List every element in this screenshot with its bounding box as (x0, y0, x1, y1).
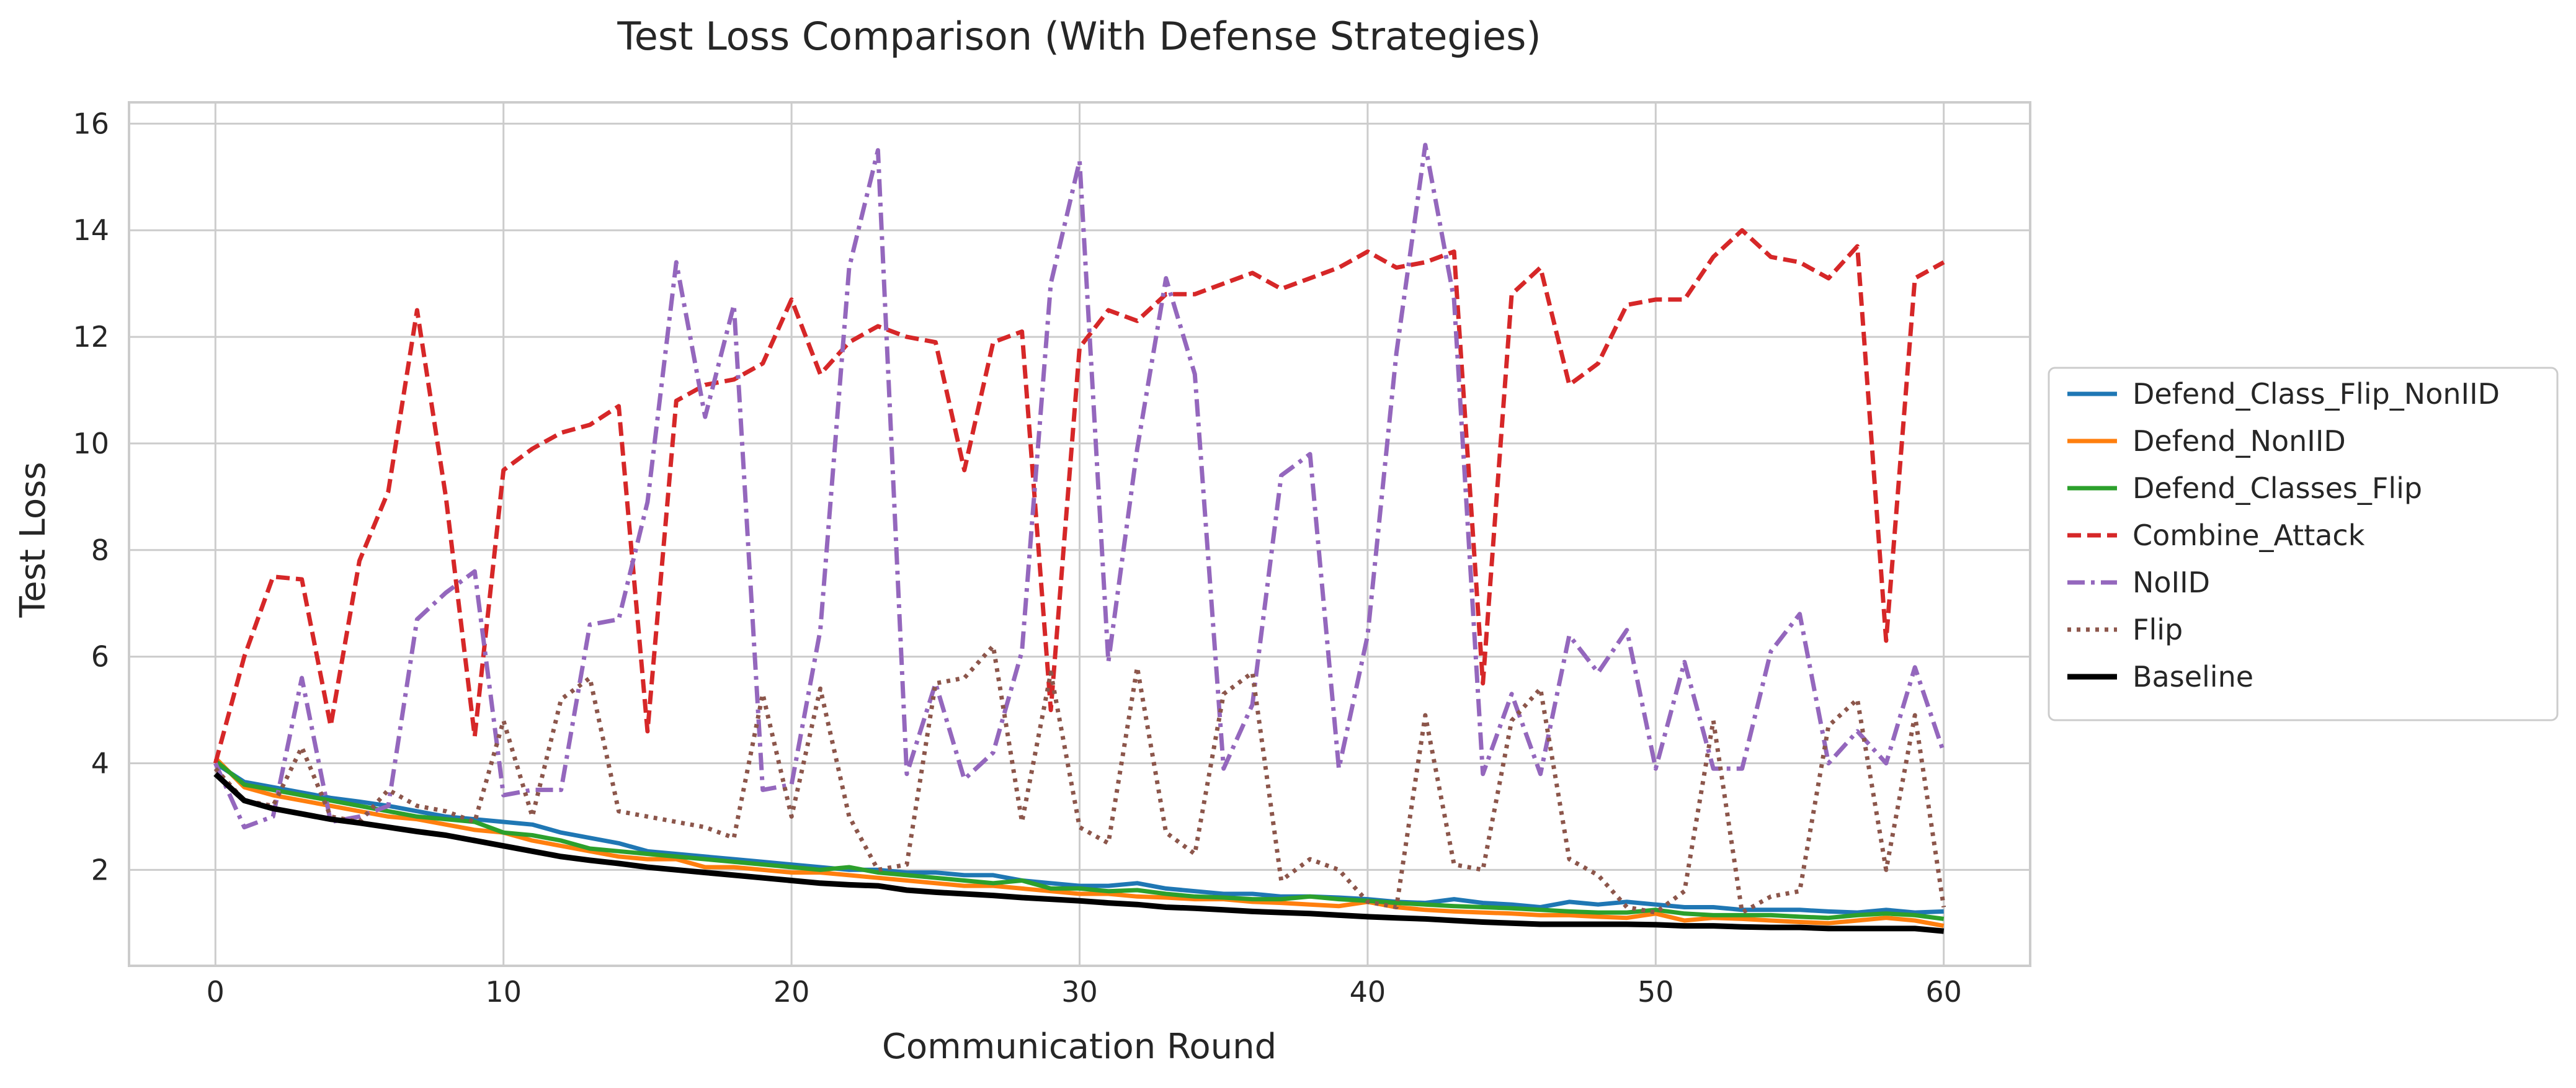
legend-label: Combine_Attack (2133, 519, 2365, 552)
x-tick-labels: 0 10 20 30 40 50 60 (207, 975, 1962, 1009)
y-tick-label: 14 (73, 213, 109, 247)
plot-frame (128, 101, 2031, 967)
y-tick-label: 8 (91, 533, 109, 567)
legend-label: Defend_Classes_Flip (2133, 471, 2422, 505)
x-tick-label: 0 (207, 975, 225, 1009)
legend-label: Defend_Class_Flip_NonIID (2133, 377, 2500, 411)
y-tick-label: 10 (73, 427, 109, 460)
x-axis-label: Communication Round (882, 1027, 1277, 1067)
x-tick-label: 40 (1350, 975, 1386, 1009)
legend-frame (2048, 367, 2559, 721)
series-line-baseline (213, 772, 1945, 934)
grid (129, 102, 2030, 966)
series-lines (213, 143, 1946, 934)
series-line-noiid (213, 143, 1946, 830)
legend: Defend_Class_Flip_NonIID Defend_NonIID Def… (2048, 367, 2559, 721)
x-tick-label: 30 (1061, 975, 1098, 1009)
y-tick-label: 12 (73, 320, 109, 354)
legend-label: Defend_NonIID (2133, 424, 2346, 458)
y-tick-label: 2 (91, 853, 109, 886)
y-tick-label: 4 (91, 746, 109, 780)
y-tick-label: 16 (73, 107, 109, 140)
series-line-defend-class-flip-noniid (214, 761, 1944, 915)
x-tick-label: 20 (773, 975, 810, 1009)
y-tick-labels: 2 4 6 8 10 12 14 16 (73, 107, 109, 886)
y-tick-label: 6 (91, 640, 109, 674)
chart-title: Test Loss Comparison (With Defense Strat… (617, 14, 1541, 59)
x-tick-label: 60 (1925, 975, 1962, 1009)
legend-label: Baseline (2133, 660, 2253, 693)
x-tick-label: 10 (485, 975, 522, 1009)
y-axis-label: Test Loss (13, 462, 53, 618)
series-line-defend-classes-flip (214, 759, 1945, 921)
legend-label: NoIID (2133, 566, 2210, 599)
series-line-combine-attack (213, 228, 1945, 764)
legend-label: Flip (2133, 613, 2183, 646)
x-tick-label: 50 (1638, 975, 1674, 1009)
